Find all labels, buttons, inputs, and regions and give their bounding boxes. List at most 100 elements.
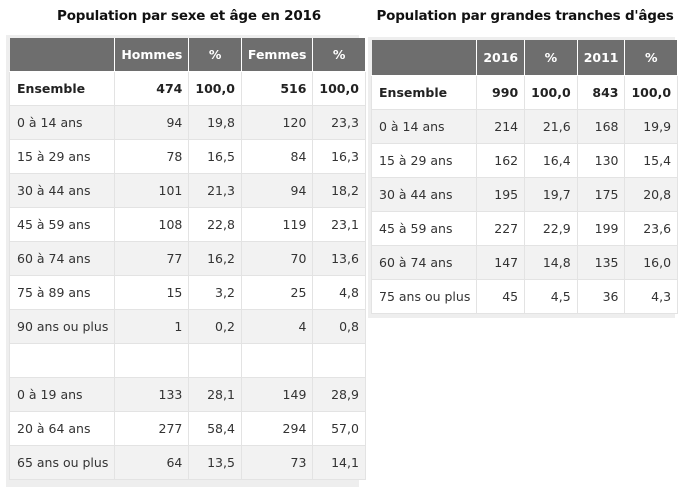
value-cell: 162 xyxy=(476,142,526,178)
value-cell: 77 xyxy=(114,240,190,276)
value-cell: 0,2 xyxy=(188,308,242,344)
row-label-cell: Ensemble xyxy=(8,70,116,106)
value-cell: 19,7 xyxy=(524,176,578,212)
value-cell: 16,5 xyxy=(188,138,242,174)
table-row xyxy=(8,342,366,378)
value-cell: 277 xyxy=(114,410,190,446)
value-cell: 14,1 xyxy=(312,444,366,480)
value-cell: 94 xyxy=(240,172,314,208)
value-cell: 21,6 xyxy=(524,108,578,144)
value-cell: 101 xyxy=(114,172,190,208)
table-row: 65 ans ou plus 64 13,5 73 14,1 xyxy=(8,444,366,480)
value-cell: 73 xyxy=(240,444,314,480)
column-header-femmes: Femmes xyxy=(241,38,314,72)
table-row: 0 à 14 ans 94 19,8 120 23,3 xyxy=(8,104,366,140)
row-label-cell: 30 à 44 ans xyxy=(370,176,478,212)
value-cell: 4 xyxy=(240,308,314,344)
right-table-title: Population par grandes tranches d'âges xyxy=(376,8,674,24)
table-row: 0 à 19 ans 133 28,1 149 28,9 xyxy=(8,376,366,412)
column-header-2011: 2011 xyxy=(577,40,626,76)
value-cell xyxy=(240,342,314,378)
value-cell: 108 xyxy=(114,206,190,242)
row-label-cell: 15 à 29 ans xyxy=(8,138,116,174)
row-label-cell: 0 à 14 ans xyxy=(8,104,116,140)
value-cell: 147 xyxy=(476,244,526,280)
value-cell: 15,4 xyxy=(624,142,679,178)
row-label-cell: 90 ans ou plus xyxy=(8,308,116,344)
table-row: Ensemble 474 100,0 516 100,0 xyxy=(8,70,366,106)
value-cell: 4,3 xyxy=(624,278,679,314)
value-cell: 4,5 xyxy=(524,278,578,314)
value-cell: 23,3 xyxy=(312,104,366,140)
value-cell: 149 xyxy=(240,376,314,412)
value-cell: 15 xyxy=(114,274,190,310)
row-label-cell: 65 ans ou plus xyxy=(8,444,116,480)
value-cell: 58,4 xyxy=(188,410,242,446)
right-table-frame: 2016 % 2011 % Ensemble 990 100,0 843 100,0 0 … xyxy=(368,37,679,318)
table-row: 75 ans ou plus 45 4,5 36 4,3 xyxy=(370,278,679,314)
row-label-cell xyxy=(8,342,116,378)
left-table-title: Population par sexe et âge en 2016 xyxy=(57,8,321,24)
value-cell: 168 xyxy=(576,108,626,144)
value-cell: 214 xyxy=(476,108,526,144)
value-cell: 19,8 xyxy=(188,104,242,140)
value-cell: 94 xyxy=(114,104,190,140)
value-cell: 13,6 xyxy=(312,240,366,276)
value-cell: 16,3 xyxy=(312,138,366,174)
value-cell: 0,8 xyxy=(312,308,366,344)
row-label-cell: 0 à 14 ans xyxy=(370,108,478,144)
value-cell: 474 xyxy=(114,70,190,106)
row-label-cell: 60 à 74 ans xyxy=(370,244,478,280)
value-cell: 23,1 xyxy=(312,206,366,242)
table-row: 60 à 74 ans 77 16,2 70 13,6 xyxy=(8,240,366,276)
value-cell: 20,8 xyxy=(624,176,679,212)
row-label-cell: Ensemble xyxy=(370,74,478,110)
value-cell: 36 xyxy=(576,278,626,314)
value-cell: 119 xyxy=(240,206,314,242)
value-cell: 3,2 xyxy=(188,274,242,310)
value-cell: 16,2 xyxy=(188,240,242,276)
table-row: 90 ans ou plus 1 0,2 4 0,8 xyxy=(8,308,366,344)
population-by-age-group-table: 2016 % 2011 % Ensemble 990 100,0 843 100,0 0 … xyxy=(370,40,679,314)
value-cell: 23,6 xyxy=(624,210,679,246)
value-cell: 57,0 xyxy=(312,410,366,446)
value-cell: 195 xyxy=(476,176,526,212)
value-cell: 45 xyxy=(476,278,526,314)
value-cell: 100,0 xyxy=(312,70,366,106)
value-cell: 100,0 xyxy=(188,70,242,106)
table-row: 20 à 64 ans 277 58,4 294 57,0 xyxy=(8,410,366,446)
value-cell: 100,0 xyxy=(624,74,679,110)
column-header xyxy=(9,38,116,72)
row-label-cell: 60 à 74 ans xyxy=(8,240,116,276)
value-cell: 516 xyxy=(240,70,314,106)
column-header-2016: 2016 xyxy=(476,40,526,76)
value-cell: 843 xyxy=(576,74,626,110)
value-cell: 16,4 xyxy=(524,142,578,178)
table-row: Ensemble 990 100,0 843 100,0 xyxy=(370,74,679,110)
table-row: 15 à 29 ans 78 16,5 84 16,3 xyxy=(8,138,366,174)
value-cell: 28,9 xyxy=(312,376,366,412)
value-cell: 78 xyxy=(114,138,190,174)
value-cell xyxy=(114,342,190,378)
left-table-frame: Hommes % Femmes % Ensemble 474 100,0 516 100… xyxy=(6,35,366,487)
value-cell: 13,5 xyxy=(188,444,242,480)
column-header-percent: % xyxy=(524,40,578,76)
value-cell: 294 xyxy=(240,410,314,446)
value-cell xyxy=(188,342,242,378)
row-label-cell: 75 ans ou plus xyxy=(370,278,478,314)
row-label-cell: 45 à 59 ans xyxy=(370,210,478,246)
value-cell: 135 xyxy=(576,244,626,280)
table-row: 75 à 89 ans 15 3,2 25 4,8 xyxy=(8,274,366,310)
row-label-cell: 30 à 44 ans xyxy=(8,172,116,208)
value-cell: 130 xyxy=(576,142,626,178)
column-header-hommes: Hommes xyxy=(114,38,190,72)
table-row: 0 à 14 ans 214 21,6 168 19,9 xyxy=(370,108,679,144)
value-cell: 25 xyxy=(240,274,314,310)
column-header-percent: % xyxy=(312,38,366,72)
value-cell: 4,8 xyxy=(312,274,366,310)
table-header-row: Hommes % Femmes % xyxy=(9,38,366,72)
table-row: 45 à 59 ans 108 22,8 119 23,1 xyxy=(8,206,366,242)
value-cell: 70 xyxy=(240,240,314,276)
value-cell: 120 xyxy=(240,104,314,140)
value-cell: 21,3 xyxy=(188,172,242,208)
